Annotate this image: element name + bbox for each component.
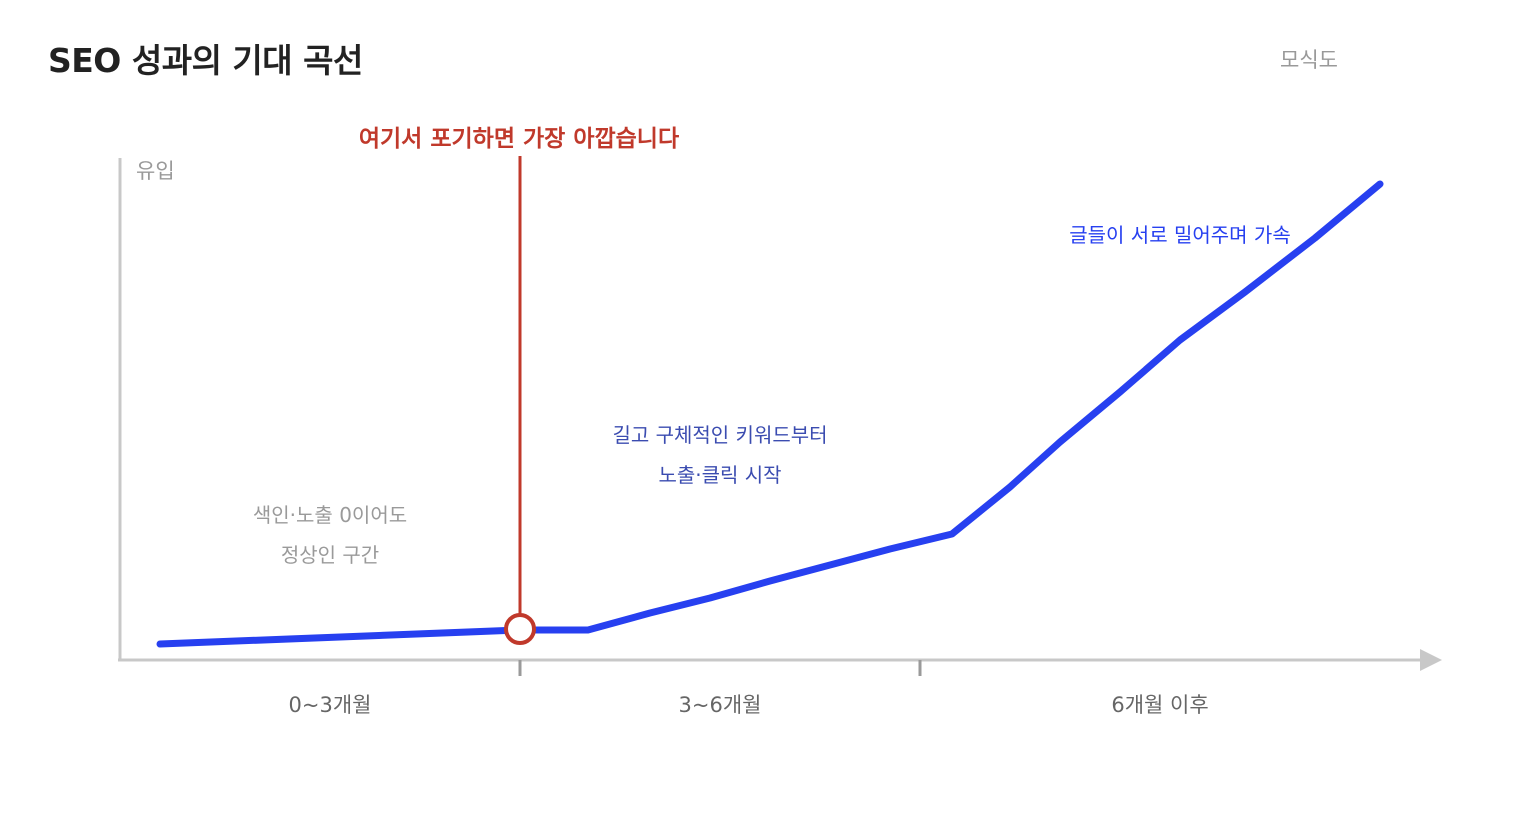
schematic-badge: 모식도 [1280,48,1338,72]
x-segment-label-2: 3~6개월 [679,693,762,717]
y-axis-label: 유입 [136,159,175,183]
phase1-note-line1: 색인·노출 0이어도 [253,503,407,527]
expectation-curve [156,180,1384,648]
give-up-point-marker [504,613,536,645]
give-up-warning-label: 여기서 포기하면 가장 아깝습니다 [359,126,679,152]
phase1-note-line2: 정상인 구간 [281,543,379,567]
x-axis-arrowhead [1420,649,1442,671]
phase2-note-line1: 길고 구체적인 키워드부터 [612,423,827,447]
x-segment-label-3: 6개월 이후 [1111,693,1208,717]
x-segment-label-1: 0~3개월 [289,693,372,717]
page-title: SEO 성과의 기대 곡선 [48,41,363,80]
phase3-note: 글들이 서로 밀어주며 가속 [1069,223,1290,247]
phase2-note-line2: 노출·클릭 시작 [658,463,781,487]
